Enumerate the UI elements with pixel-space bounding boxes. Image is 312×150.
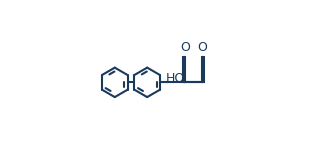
Text: O: O xyxy=(180,41,190,54)
Text: O: O xyxy=(197,41,207,54)
Text: HO: HO xyxy=(166,72,185,85)
